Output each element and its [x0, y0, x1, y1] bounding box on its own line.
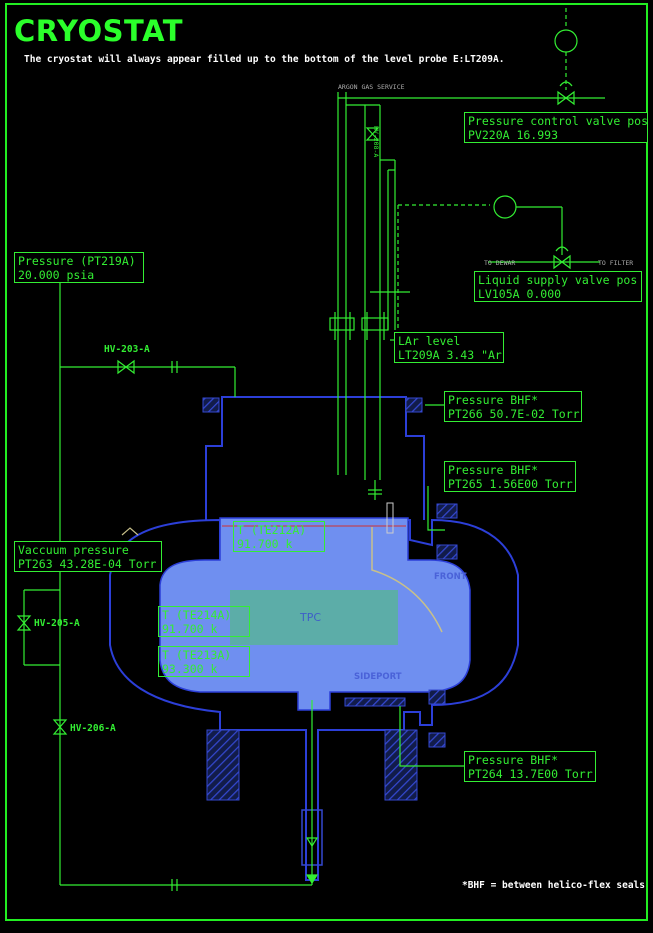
- flange-seal-front-1: [436, 503, 458, 519]
- flange-seal-top-left: [202, 397, 220, 413]
- readout-pt219a-label: Pressure (PT219A): [18, 254, 136, 268]
- hv203a-valve-icon: [117, 359, 135, 375]
- readout-pt263-value: PT263 43.28E-04 Torr: [18, 557, 157, 571]
- hv205a-valve-icon: [16, 615, 32, 631]
- valve-hv205a-label: HV-205-A: [34, 618, 80, 629]
- gas-service-label: ARGON GAS SERVICE: [338, 83, 405, 91]
- lv105a-valve-icon: [553, 254, 571, 270]
- readout-te212a[interactable]: T (TE212A) 91.700 k: [233, 521, 325, 552]
- flange-seal-side-2: [428, 732, 446, 748]
- flange-seal-top-right: [405, 397, 423, 413]
- readout-pt264[interactable]: Pressure BHF* PT264 13.7E00 Torr: [464, 751, 596, 782]
- readout-te213a-label: T (TE213A): [162, 648, 232, 662]
- readout-lt209a-value: LT209A 3.43 "Ar: [398, 348, 502, 362]
- readout-pv220a-label: Pressure control valve pos: [468, 114, 649, 128]
- sideport-label: SIDEPORT: [354, 672, 402, 682]
- to-dewar-label: TO DEWAR: [484, 259, 516, 267]
- readout-pt266[interactable]: Pressure BHF* PT266 50.7E-02 Torr: [444, 391, 582, 422]
- hv208a-valve-icon: [365, 127, 380, 141]
- readout-lv105a-value: LV105A 0.000: [478, 287, 562, 301]
- bhf-footnote: *BHF = between helico-flex seals: [461, 880, 645, 891]
- probe-sensor: [386, 502, 394, 534]
- flange-seal-bottom: [344, 697, 406, 707]
- readout-pt219a[interactable]: Pressure (PT219A) 20.000 psia: [14, 252, 144, 283]
- readout-pt219a-value: 20.000 psia: [18, 268, 95, 282]
- readout-lv105a-label: Liquid supply valve pos: [478, 273, 638, 287]
- readout-te212a-value: 91.700 k: [237, 537, 293, 551]
- valve-hv206a-label: HV-206-A: [70, 723, 116, 734]
- readout-pt266-value: PT266 50.7E-02 Torr: [448, 407, 580, 421]
- outer-neck: [205, 396, 425, 520]
- readout-te213a-value: 93.300 k: [162, 662, 218, 676]
- front-label: FRONT: [434, 572, 467, 582]
- screen-frame: [5, 3, 648, 921]
- readout-pt263[interactable]: Vaccuum pressure PT263 43.28E-04 Torr: [14, 541, 162, 572]
- support-leg-left: [206, 729, 240, 801]
- readout-lt209a[interactable]: LAr level LT209A 3.43 "Ar: [394, 332, 504, 363]
- to-filter-label: TO FILTER: [598, 259, 634, 267]
- pv220a-valve-icon: [557, 90, 575, 106]
- readout-pv220a-value: PV220A 16.993: [468, 128, 559, 142]
- valve-hv203a-label: HV-203-A: [104, 344, 150, 355]
- readout-pt265-value: PT265 1.56E00 Torr: [448, 477, 573, 491]
- readout-te213a[interactable]: T (TE213A) 93.300 k: [158, 646, 250, 677]
- tpc-block: [230, 590, 398, 645]
- support-leg-right: [384, 729, 418, 801]
- valve-hv208a-label: HV-208-A: [372, 126, 380, 158]
- readout-lt209a-label: LAr level: [398, 334, 461, 348]
- page-subtitle: The cryostat will always appear filled u…: [24, 54, 505, 65]
- readout-pt266-label: Pressure BHF*: [448, 393, 539, 407]
- readout-pt265-label: Pressure BHF*: [448, 463, 539, 477]
- level-controller-icon: [493, 195, 517, 219]
- outer-vessel: [109, 518, 519, 881]
- readout-pt264-value: PT264 13.7E00 Torr: [468, 767, 593, 781]
- readout-lv105a[interactable]: Liquid supply valve pos LV105A 0.000: [474, 271, 642, 302]
- pressure-controller-icon: [554, 29, 578, 53]
- readout-te212a-label: T (TE212A): [237, 523, 307, 537]
- readout-te214a-value: 91.700 k: [162, 622, 218, 636]
- flange-seal-side-1: [428, 689, 446, 705]
- flange-seal-front-2: [436, 544, 458, 560]
- level-probe: [371, 527, 443, 633]
- readout-pt265[interactable]: Pressure BHF* PT265 1.56E00 Torr: [444, 461, 576, 492]
- readout-pv220a[interactable]: Pressure control valve pos PV220A 16.993: [464, 112, 648, 143]
- readout-pt264-label: Pressure BHF*: [468, 753, 559, 767]
- readout-te214a[interactable]: T (TE214A) 91.700 k: [158, 606, 250, 637]
- readout-pt263-label: Vaccuum pressure: [18, 543, 129, 557]
- hv206a-valve-icon: [52, 719, 68, 735]
- page-title: CRYOSTAT: [14, 14, 184, 48]
- readout-te214a-label: T (TE214A): [162, 608, 232, 622]
- tpc-label: TPC: [300, 611, 322, 624]
